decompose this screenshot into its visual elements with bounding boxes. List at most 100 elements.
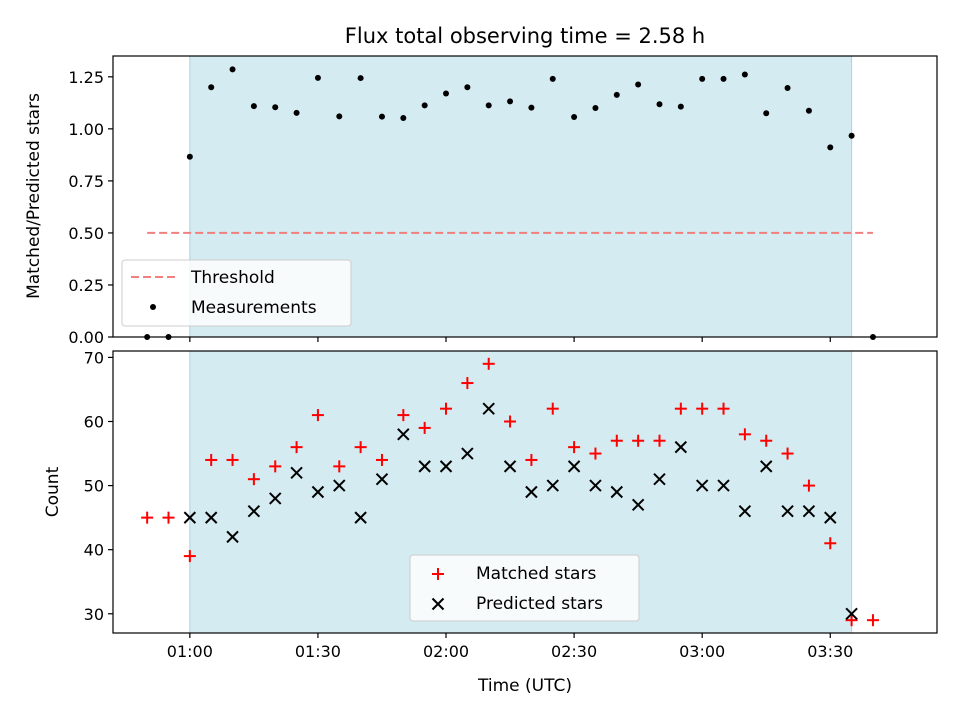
y-tick-label: 1.25 [68, 68, 104, 87]
matched-star-marker [568, 441, 581, 454]
x-tick-label: 02:30 [551, 642, 597, 661]
top-y-axis-label: Matched/Predicted stars [24, 93, 44, 299]
matched-star-marker [589, 447, 602, 460]
matched-star-marker [269, 460, 282, 473]
matched-star-marker [354, 441, 367, 454]
predicted-star-marker [674, 440, 688, 454]
predicted-star-marker [610, 485, 623, 499]
y-tick-label: 40 [84, 541, 104, 560]
x-tick-label: 01:30 [295, 642, 341, 661]
matched-star-marker [546, 402, 559, 415]
measurement-point [507, 98, 514, 105]
matched-star-marker [205, 453, 218, 466]
predicted-star-marker [503, 460, 517, 473]
predicted-star-marker [546, 479, 559, 492]
measurement-point [699, 75, 706, 82]
predicted-star-marker [781, 505, 794, 518]
y-tick-label: 0.50 [68, 224, 104, 243]
y-tick-label: 60 [84, 413, 104, 432]
matched-star-marker [717, 402, 730, 415]
matched-star-marker [674, 402, 687, 415]
measurement-point [635, 81, 642, 88]
x-tick-label: 03:00 [679, 642, 725, 661]
measurement-point [293, 109, 300, 116]
measurement-point [720, 75, 727, 82]
bottom-panel: 30 40 50 60 70 01:00 01:30 02:00 02:30 03:00 03:30… [84, 348, 938, 661]
bottom-y-axis-label: Count [43, 466, 63, 517]
predicted-star-marker [204, 511, 218, 524]
predicted-star-marker [375, 472, 389, 486]
measurement-point [443, 90, 450, 97]
matched-star-marker [418, 421, 431, 434]
measurement-point [485, 102, 492, 109]
measurement-point [314, 74, 321, 81]
y-tick-label: 30 [84, 605, 104, 624]
x-axis-label: Time (UTC) [477, 676, 572, 696]
y-tick-label: 70 [84, 348, 104, 367]
predicted-star-marker [589, 479, 602, 492]
matched-star-marker [632, 434, 645, 447]
matched-star-marker [162, 511, 175, 524]
matched-star-marker [610, 434, 623, 447]
matched-star-marker [824, 537, 837, 550]
y-tick-label: 0.00 [68, 328, 104, 347]
matched-star-marker [653, 434, 666, 447]
matched-star-marker [738, 428, 751, 441]
y-tick-label: 1.00 [68, 120, 104, 139]
matched-star-marker [440, 402, 453, 415]
measurement-point [400, 115, 407, 122]
legend-matched-label: Matched stars [476, 564, 596, 584]
predicted-star-marker [311, 485, 325, 499]
predicted-star-marker [631, 498, 645, 512]
measurement-point [336, 113, 343, 120]
top-panel: 0.00 0.25 0.50 0.75 1.00 1.25 Threshold Measure… [68, 55, 938, 347]
measurement-point [784, 85, 791, 92]
predicted-star-marker [802, 505, 816, 518]
matched-star-marker [226, 453, 239, 466]
matched-star-marker [141, 511, 154, 524]
measurement-point [378, 113, 385, 120]
measurement-point [827, 144, 834, 151]
measurement-point [763, 110, 770, 117]
predicted-star-marker [695, 479, 709, 492]
x-tick-label: 01:00 [167, 642, 213, 661]
legend-predicted-label: Predicted stars [476, 594, 603, 614]
measurement-point [677, 103, 684, 110]
measurement-point [464, 84, 471, 91]
legend-measurement-label: Measurements [191, 298, 317, 318]
predicted-star-marker [418, 460, 431, 473]
predicted-star-marker [183, 511, 197, 524]
matched-star-marker [311, 409, 324, 422]
matched-star-marker [461, 377, 474, 390]
matched-star-marker [696, 402, 709, 415]
measurement-point [208, 84, 215, 91]
axes-frame [112, 350, 938, 634]
measurement-point [528, 104, 535, 111]
measurement-point [741, 71, 748, 78]
predicted-star-marker [567, 460, 581, 473]
predicted-star-marker [247, 505, 261, 518]
measurement-point [186, 153, 193, 160]
predicted-star-marker [717, 479, 730, 492]
predicted-star-marker [290, 466, 303, 479]
measurement-point [656, 101, 663, 108]
predicted-star-marker [824, 511, 837, 524]
measurement-point [421, 102, 428, 109]
matched-star-marker [482, 357, 495, 370]
legend: Matched stars Predicted stars [409, 554, 640, 622]
predicted-star-marker [439, 460, 453, 473]
predicted-star-marker [333, 479, 346, 492]
predicted-star-marker [226, 530, 239, 544]
predicted-star-marker [760, 460, 773, 473]
predicted-star-marker [653, 472, 666, 486]
y-tick-label: 0.75 [68, 172, 104, 191]
matched-star-marker [760, 434, 773, 447]
matched-star-marker [525, 453, 538, 466]
predicted-star-marker [269, 492, 282, 505]
matched-star-marker [183, 550, 196, 563]
measurement-point [592, 105, 599, 112]
matched-star-marker [504, 415, 517, 428]
predicted-star-marker [482, 402, 495, 415]
legend-box [409, 554, 640, 622]
